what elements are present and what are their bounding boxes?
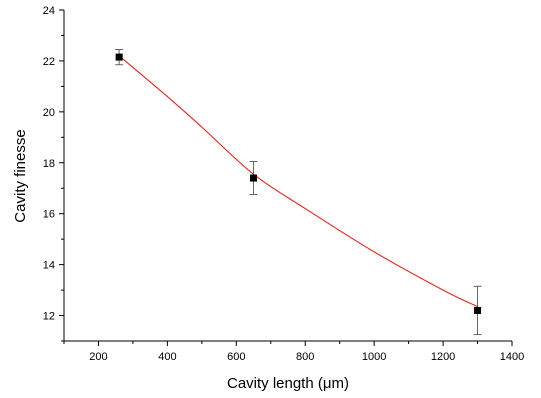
axes [63,10,512,342]
x-tick-label: 600 [227,351,245,363]
y-tick-label: 24 [43,5,55,17]
x-tick-label: 800 [296,351,314,363]
data-points [115,49,482,336]
fit-curve-group [118,55,478,308]
y-ticks: 12 14 16 18 20 22 24 [43,5,64,342]
y-axis-title: Cavity finesse [12,129,29,222]
data-point-marker [474,306,482,314]
y-tick-label: 12 [43,311,55,323]
x-tick-label: 200 [89,351,107,363]
data-point-marker [250,174,258,182]
x-ticks: 200 400 600 800 1000 1200 1400 [63,341,524,363]
y-tick-label: 18 [43,158,55,170]
x-axis-title: Cavity length (μm) [227,375,349,392]
y-tick-label: 16 [43,209,55,221]
x-tick-label: 1000 [362,351,386,363]
x-tick-label: 1200 [431,351,455,363]
data-point-marker [115,53,123,61]
fit-curve [118,55,478,308]
x-tick-label: 1400 [500,351,524,363]
y-tick-label: 20 [43,107,55,119]
y-tick-label: 22 [43,56,55,68]
x-tick-label: 400 [158,351,176,363]
y-tick-label: 14 [43,260,55,272]
